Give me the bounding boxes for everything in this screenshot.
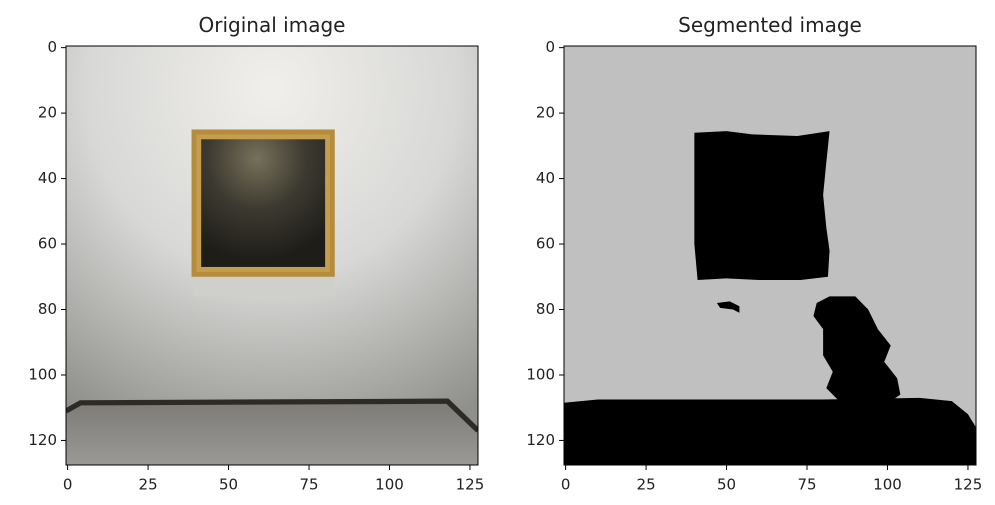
y-tick-label: 120 xyxy=(526,431,555,449)
y-tick-label: 60 xyxy=(536,235,555,253)
x-tick-label: 75 xyxy=(797,476,816,494)
y-tick-label: 100 xyxy=(28,365,57,383)
y-tick-label: 0 xyxy=(47,38,57,56)
original-image xyxy=(66,46,478,465)
x-tick-label: 0 xyxy=(561,476,571,494)
x-tick-label: 100 xyxy=(873,476,902,494)
x-tick-label: 25 xyxy=(139,476,158,494)
y-tick-label: 0 xyxy=(545,38,555,56)
y-tick-label: 120 xyxy=(28,431,57,449)
x-tick-label: 50 xyxy=(219,476,238,494)
y-tick-label: 80 xyxy=(536,300,555,318)
y-tick-label: 80 xyxy=(38,300,57,318)
y-tick-label: 20 xyxy=(536,104,555,122)
x-tick-label: 75 xyxy=(299,476,318,494)
y-tick-label: 20 xyxy=(38,104,57,122)
axes-title: Segmented image xyxy=(678,13,862,37)
x-tick-label: 125 xyxy=(954,476,983,494)
x-tick-label: 125 xyxy=(456,476,485,494)
x-tick-label: 0 xyxy=(63,476,73,494)
segmented-image xyxy=(564,46,976,465)
x-tick-label: 50 xyxy=(717,476,736,494)
figure: Original image 0 25 50 75 100 125 0 20 40 60 80 100 1… xyxy=(0,0,995,501)
y-tick-label: 40 xyxy=(536,169,555,187)
axes-title: Original image xyxy=(199,13,346,37)
y-tick-label: 60 xyxy=(38,235,57,253)
x-tick-label: 25 xyxy=(637,476,656,494)
x-tick-label: 100 xyxy=(375,476,404,494)
y-tick-label: 100 xyxy=(526,365,555,383)
y-tick-label: 40 xyxy=(38,169,57,187)
